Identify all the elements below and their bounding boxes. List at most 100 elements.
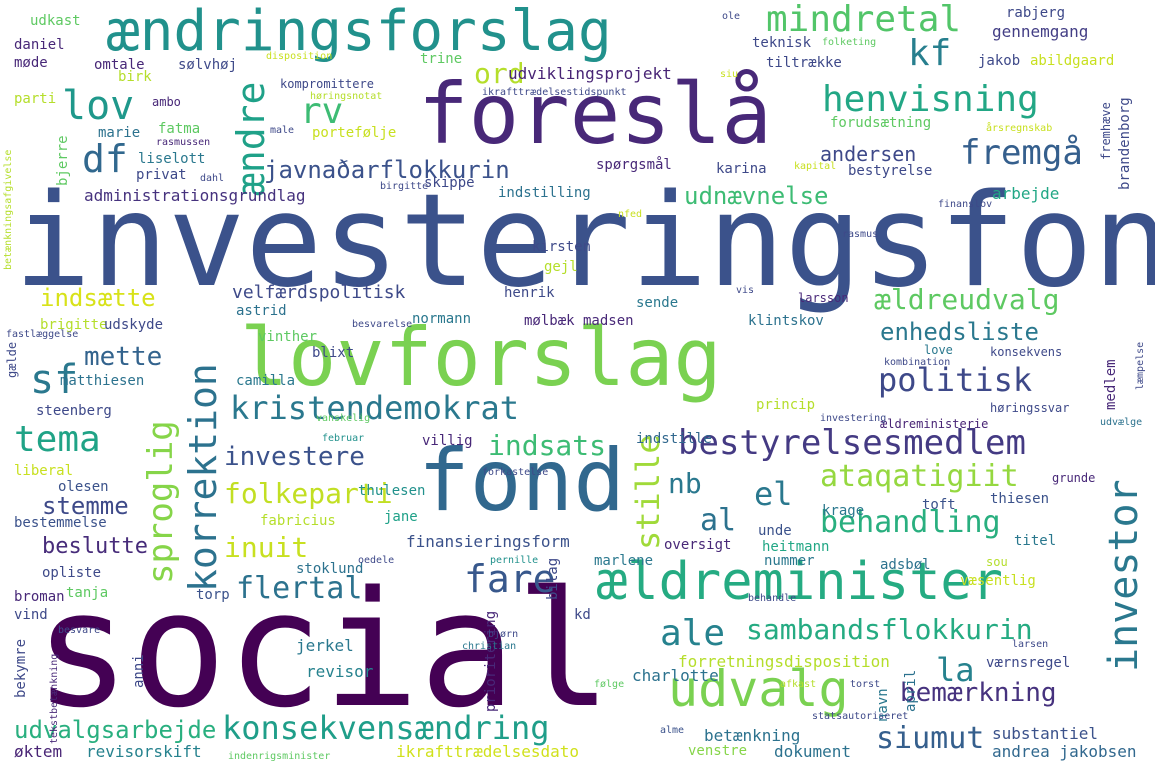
- word: teknisk: [752, 35, 812, 51]
- word: følge: [594, 679, 625, 690]
- word: birgitte: [380, 181, 429, 192]
- word: fare: [464, 557, 556, 601]
- word: stille: [629, 434, 667, 550]
- word: kapital: [794, 161, 837, 172]
- word: henrik: [504, 285, 555, 301]
- word: folketing: [822, 37, 877, 48]
- word: andersen: [820, 142, 917, 166]
- word: forudsætning: [830, 115, 932, 131]
- word: besvarelse: [352, 319, 413, 330]
- word: grunde: [1052, 471, 1096, 485]
- word: astrid: [236, 303, 287, 319]
- word: villig: [422, 433, 473, 449]
- word: trine: [420, 51, 463, 67]
- word: la: [936, 651, 975, 689]
- word: finanslov: [938, 199, 993, 210]
- word: medlem: [1103, 359, 1119, 410]
- word: enhedsliste: [880, 318, 1039, 346]
- word: rabjerg: [1006, 5, 1066, 21]
- word: blixt: [312, 345, 355, 361]
- word: ataqatigiit: [820, 459, 1019, 494]
- word: ældreminister: [596, 552, 1003, 612]
- word: marlene: [594, 553, 654, 569]
- word: værnsregel: [986, 655, 1071, 671]
- word: kompromittere: [280, 77, 374, 91]
- word: jakob: [978, 53, 1021, 69]
- word: beslutte: [42, 534, 148, 559]
- word: kf: [908, 33, 952, 74]
- word: høringssvar: [990, 401, 1070, 415]
- word: pernille: [490, 555, 539, 566]
- word: nummer: [764, 553, 815, 569]
- word: alme: [660, 725, 685, 736]
- word: indstilling: [498, 185, 591, 201]
- word: folkeparti: [224, 477, 393, 510]
- word: udvalgsarbejde: [14, 716, 217, 744]
- word: bekymre: [13, 638, 29, 698]
- word: kd: [574, 607, 591, 623]
- word: al: [700, 503, 737, 538]
- word: unde: [758, 523, 792, 539]
- word: indsætte: [40, 284, 156, 312]
- word: portefølje: [312, 125, 397, 141]
- word: broman: [14, 589, 65, 605]
- word: fabricius: [260, 513, 336, 529]
- word: social: [34, 556, 612, 743]
- word: korrektion: [181, 363, 225, 592]
- word: el: [754, 475, 793, 513]
- word: male: [270, 125, 295, 136]
- word: investering: [820, 413, 887, 424]
- word: sende: [636, 295, 679, 311]
- word: konsekvensændring: [222, 709, 550, 747]
- word: udvalg: [668, 660, 849, 718]
- word: brigitte: [40, 317, 108, 333]
- word: sølvhøj: [178, 57, 238, 73]
- word: høringsnotat: [310, 91, 383, 102]
- word: ord: [474, 57, 525, 90]
- word: vanskelig: [316, 413, 371, 424]
- word: politisk: [878, 361, 1033, 399]
- word: larsson: [798, 291, 849, 305]
- word: investeringsfond: [14, 167, 1155, 316]
- word: bilag: [545, 557, 561, 600]
- word: javnaðarflokkurin: [264, 156, 510, 184]
- word: andrea jakobsen: [992, 742, 1137, 761]
- word: ældreudvalg: [874, 283, 1060, 316]
- word: inuit: [224, 531, 309, 564]
- word: olesen: [58, 479, 109, 495]
- word: afkast: [780, 679, 817, 690]
- word: april: [903, 669, 919, 712]
- word: revisorskift: [86, 742, 202, 761]
- word: henvisning: [822, 79, 1039, 120]
- word: investere: [224, 442, 365, 472]
- word: dokument: [774, 742, 852, 761]
- word: sou: [986, 555, 1008, 569]
- word: behandle: [748, 593, 797, 604]
- word: februar: [322, 433, 365, 444]
- word: substantiel: [992, 724, 1098, 743]
- word: mølbæk madsen: [524, 313, 634, 329]
- word: møde: [14, 55, 48, 71]
- word: udnævnelse: [684, 182, 829, 210]
- word: vind: [14, 607, 48, 623]
- word: læmpelse: [1135, 341, 1146, 390]
- word: konsekvens: [990, 345, 1063, 359]
- word: daniel: [14, 37, 65, 53]
- word: christian: [462, 641, 517, 652]
- word: oversigt: [664, 537, 732, 553]
- word: statsautoriseret: [812, 711, 909, 722]
- word: matthiesen: [60, 373, 145, 389]
- word: rv: [300, 91, 344, 132]
- word: prioritering: [483, 610, 499, 712]
- word: torst: [850, 679, 881, 690]
- word: fatma: [158, 121, 201, 137]
- word: betænkningsafgivelse: [3, 149, 14, 270]
- word: heitmann: [762, 539, 830, 555]
- word: rasmussen: [156, 137, 211, 148]
- word: gælde: [5, 341, 19, 378]
- word: investor: [1101, 479, 1147, 672]
- word: flertal: [236, 571, 363, 606]
- word: indstille: [636, 431, 712, 447]
- word: sambandsflokkurin: [746, 613, 1033, 646]
- word: nfed: [618, 209, 643, 220]
